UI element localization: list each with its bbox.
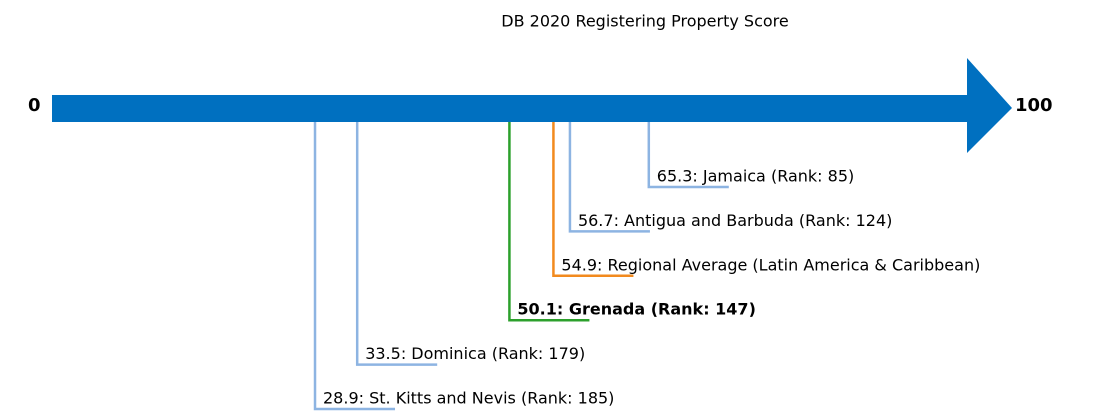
leader-line	[508, 122, 590, 322]
end-label: 100	[1015, 95, 1053, 116]
leader-line	[355, 122, 438, 366]
leader-line	[568, 122, 650, 233]
value-label: 65.3: Jamaica (Rank: 85)	[657, 167, 854, 186]
leader-line	[313, 122, 396, 411]
leader-line	[647, 122, 729, 189]
chart-title: DB 2020 Registering Property Score	[501, 12, 789, 31]
value-label: 50.1: Grenada (Rank: 147)	[517, 300, 755, 319]
leader-line	[552, 122, 634, 278]
value-label: 54.9: Regional Average (Latin America & …	[561, 255, 980, 274]
scale-arrow	[52, 58, 1012, 153]
value-label: 56.7: Antigua and Barbuda (Rank: 124)	[578, 211, 892, 230]
end-label: 0	[28, 95, 41, 116]
value-label: 28.9: St. Kitts and Nevis (Rank: 185)	[323, 389, 614, 408]
value-label: 33.5: Dominica (Rank: 179)	[365, 344, 585, 363]
